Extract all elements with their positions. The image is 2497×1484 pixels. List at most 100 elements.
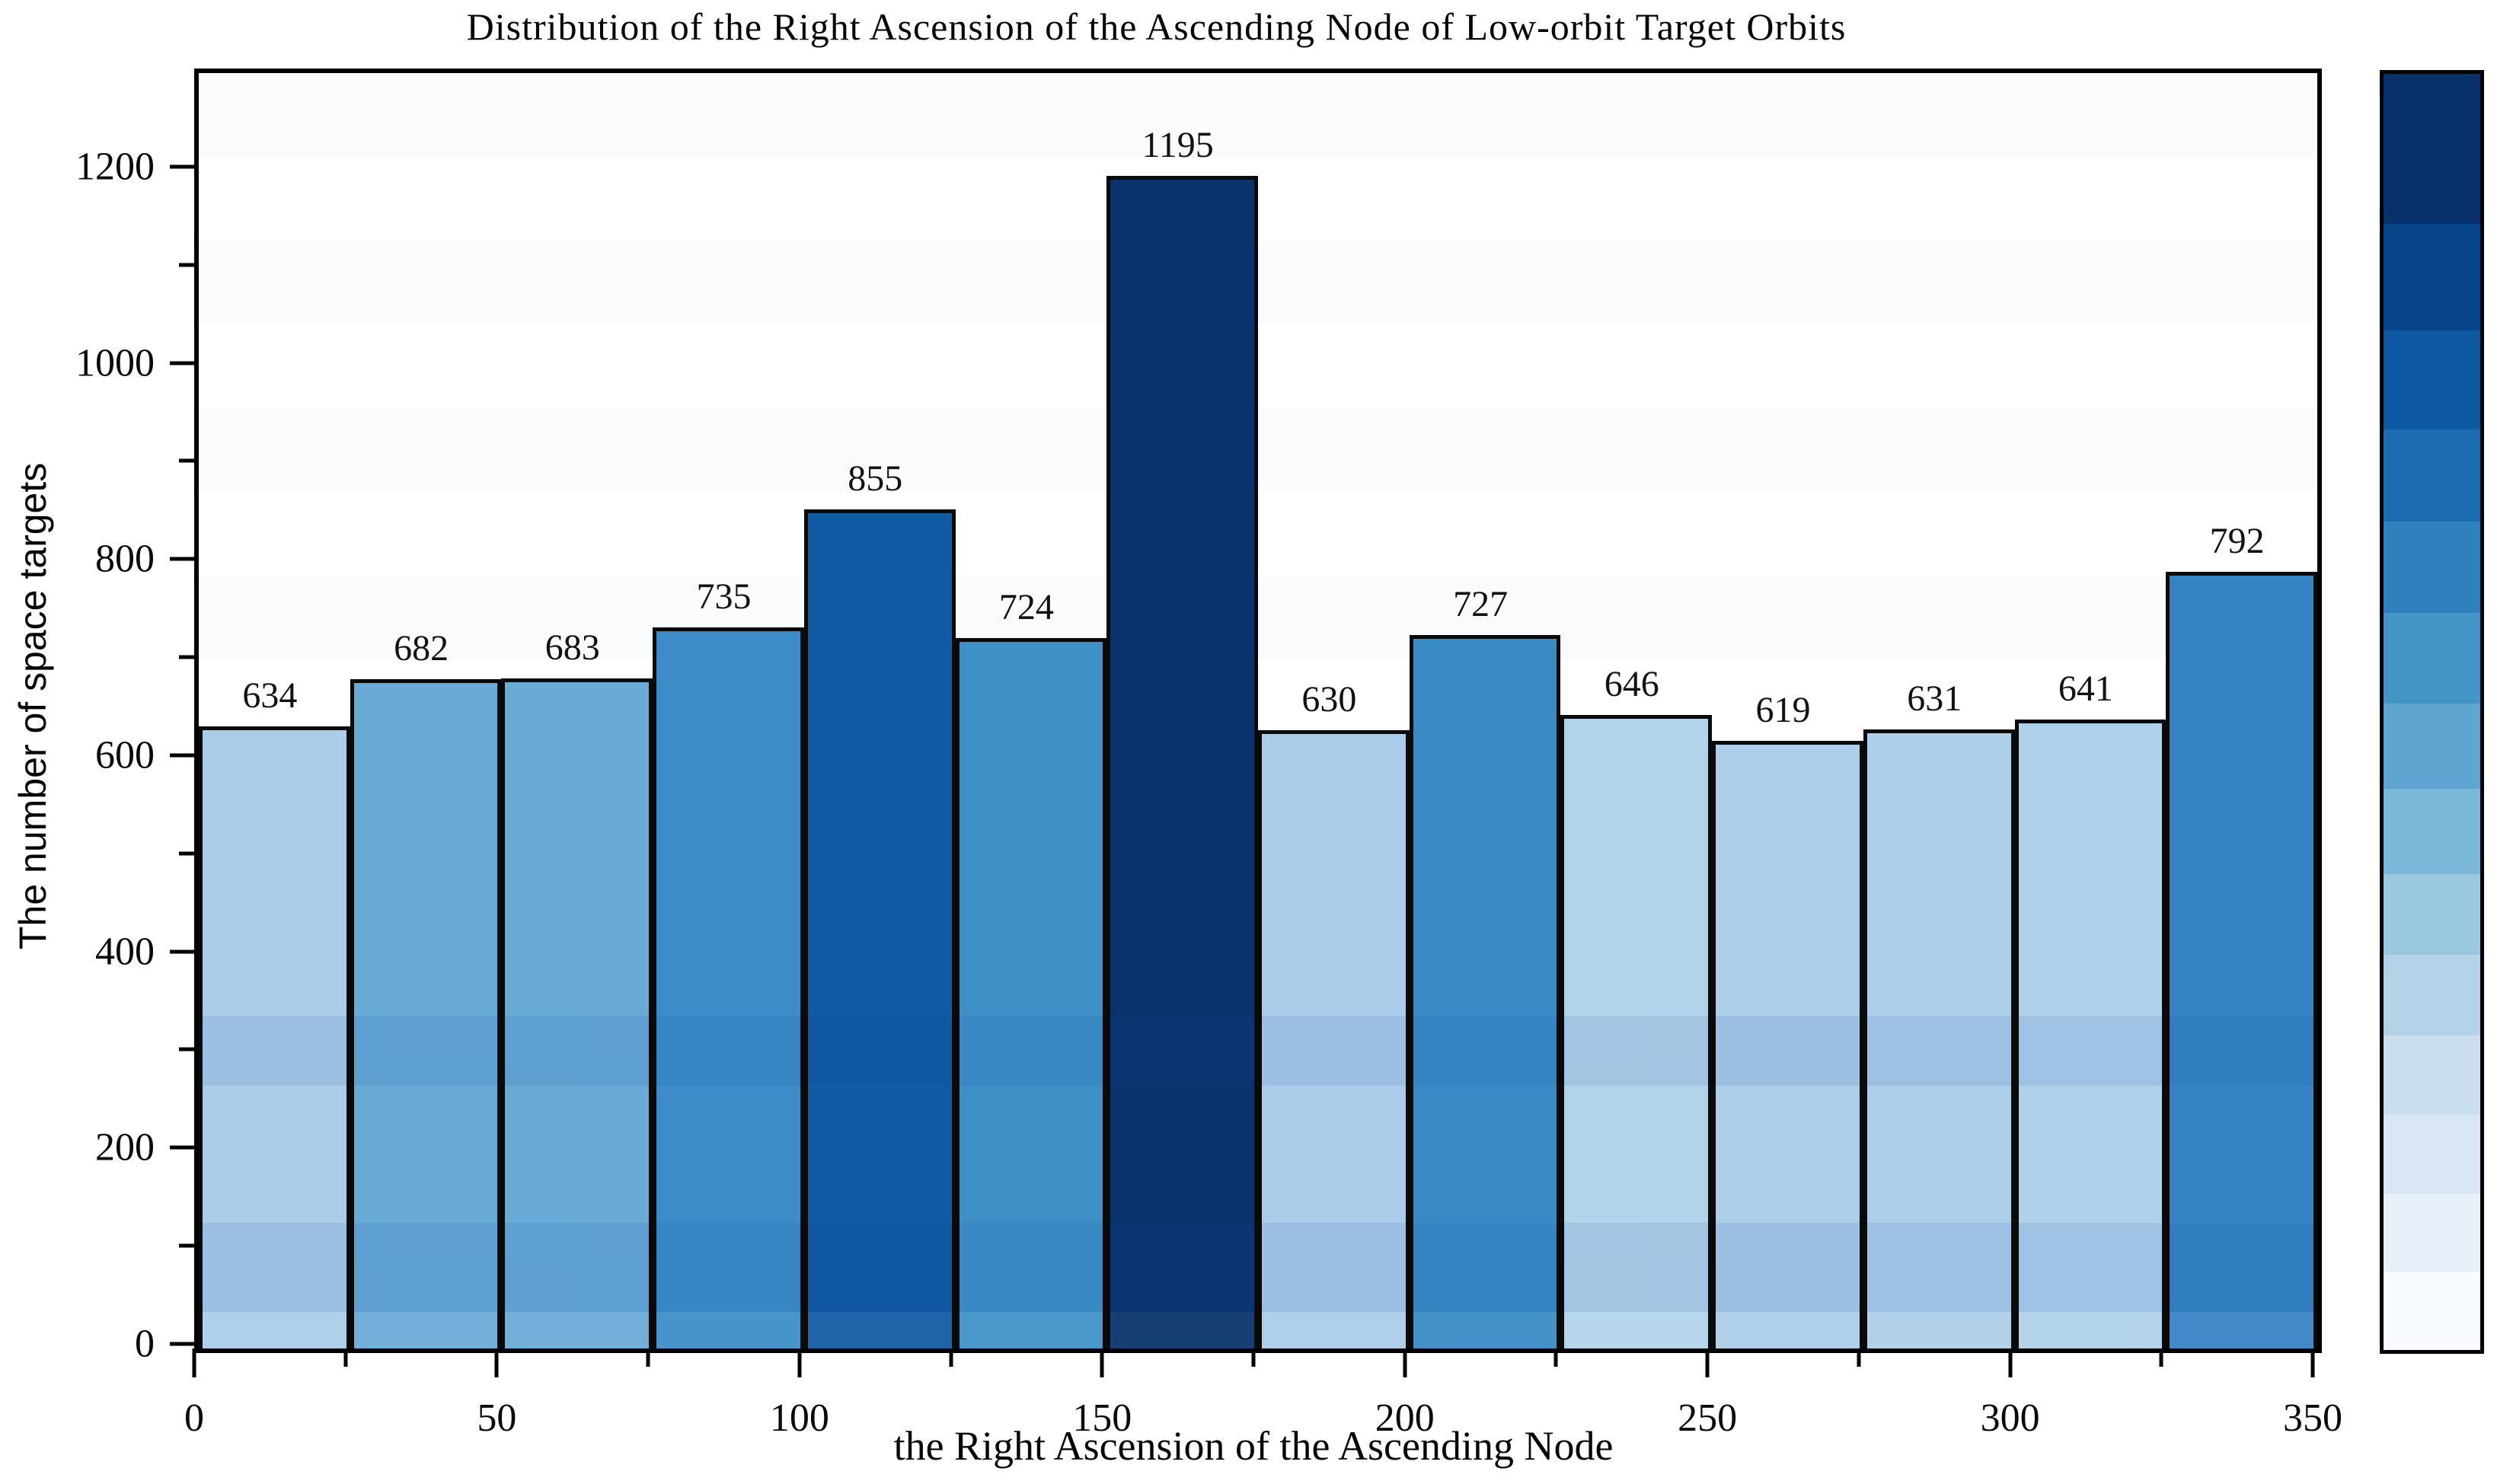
colorbar-band bbox=[2384, 874, 2480, 956]
colorbar-band bbox=[2384, 1035, 2480, 1115]
bar-gradient-shade bbox=[1866, 732, 2011, 1348]
colorbar-band bbox=[2384, 1193, 2480, 1273]
x-major-tick bbox=[797, 1348, 802, 1377]
colorbar-band bbox=[2384, 1114, 2480, 1194]
y-major-tick bbox=[170, 557, 194, 561]
bar-gradient-shade bbox=[656, 630, 800, 1348]
colorbar-band bbox=[2384, 612, 2480, 704]
plot-area bbox=[194, 69, 2322, 1353]
y-major-tick bbox=[170, 1342, 194, 1346]
colorbar-band bbox=[2384, 74, 2480, 224]
colorbar-band bbox=[2384, 330, 2480, 430]
x-tick-label: 150 bbox=[1072, 1396, 1132, 1440]
y-major-tick bbox=[170, 1145, 194, 1150]
bar-value-label: 724 bbox=[998, 587, 1054, 628]
y-major-tick bbox=[170, 753, 194, 758]
bar-value-label: 631 bbox=[1907, 678, 1962, 719]
x-major-tick bbox=[494, 1348, 499, 1377]
bar bbox=[350, 679, 502, 1348]
y-minor-tick bbox=[179, 458, 194, 463]
bar bbox=[955, 638, 1107, 1348]
bar-value-label: 641 bbox=[2058, 669, 2113, 710]
bar bbox=[2166, 571, 2317, 1348]
x-tick-label: 300 bbox=[1980, 1396, 2040, 1440]
y-tick-label: 200 bbox=[95, 1125, 155, 1170]
bar bbox=[1863, 729, 2015, 1348]
bar-value-label: 1195 bbox=[1142, 125, 1214, 166]
x-tick-label: 200 bbox=[1375, 1396, 1435, 1440]
x-major-tick bbox=[2310, 1348, 2315, 1377]
x-tick-label: 50 bbox=[477, 1396, 517, 1440]
y-tick-label: 0 bbox=[135, 1322, 155, 1366]
bar-value-label: 682 bbox=[394, 628, 449, 669]
bar bbox=[1560, 714, 1713, 1348]
colorbar-band bbox=[2384, 522, 2480, 613]
x-major-tick bbox=[1705, 1348, 1710, 1377]
y-tick-label: 400 bbox=[95, 930, 155, 974]
bar-gradient-shade bbox=[203, 730, 346, 1348]
y-minor-tick bbox=[179, 655, 194, 659]
x-major-tick bbox=[1403, 1348, 1407, 1377]
bar-gradient-shade bbox=[505, 681, 650, 1348]
bar-value-label: 634 bbox=[242, 675, 298, 716]
x-axis-label: the Right Ascension of the Ascending Nod… bbox=[893, 1423, 1614, 1469]
x-tick-label: 350 bbox=[2283, 1396, 2342, 1440]
colorbar-band bbox=[2384, 223, 2480, 331]
bar-value-label: 630 bbox=[1301, 679, 1357, 720]
bar bbox=[803, 509, 956, 1348]
y-major-tick bbox=[170, 949, 194, 954]
bar bbox=[1409, 635, 1561, 1348]
bar-gradient-shade bbox=[2170, 575, 2313, 1348]
bar-gradient-shade bbox=[353, 683, 498, 1348]
x-minor-tick bbox=[343, 1348, 348, 1367]
bar-gradient-shade bbox=[2018, 723, 2163, 1348]
x-minor-tick bbox=[1251, 1348, 1256, 1367]
y-tick-label: 600 bbox=[95, 733, 155, 777]
y-major-tick bbox=[170, 164, 194, 169]
bar-value-label: 619 bbox=[1755, 690, 1811, 731]
y-minor-tick bbox=[179, 1047, 194, 1052]
bar-gradient-shade bbox=[1110, 180, 1254, 1348]
bar-gradient-shade bbox=[1262, 734, 1406, 1348]
x-minor-tick bbox=[949, 1348, 953, 1367]
x-minor-tick bbox=[1857, 1348, 1861, 1367]
bar bbox=[199, 726, 350, 1348]
colorbar bbox=[2380, 70, 2484, 1354]
bar-value-label: 792 bbox=[2209, 520, 2265, 561]
colorbar-band bbox=[2384, 789, 2480, 875]
x-minor-tick bbox=[2159, 1348, 2163, 1367]
x-minor-tick bbox=[1553, 1348, 1558, 1367]
bar-gradient-shade bbox=[959, 642, 1103, 1348]
bar-gradient-shade bbox=[1564, 718, 1709, 1348]
x-tick-label: 0 bbox=[184, 1396, 204, 1440]
bar-gradient-shade bbox=[807, 513, 952, 1348]
x-major-tick bbox=[1100, 1348, 1104, 1377]
colorbar-band bbox=[2384, 703, 2480, 790]
colorbar-band bbox=[2384, 429, 2480, 522]
y-minor-tick bbox=[179, 851, 194, 856]
bar bbox=[2014, 720, 2167, 1348]
y-minor-tick bbox=[179, 263, 194, 267]
bar bbox=[1106, 176, 1258, 1348]
x-minor-tick bbox=[646, 1348, 650, 1367]
y-tick-label: 800 bbox=[95, 537, 155, 581]
y-minor-tick bbox=[179, 1243, 194, 1248]
x-tick-label: 250 bbox=[1678, 1396, 1738, 1440]
colorbar-band bbox=[2384, 955, 2480, 1036]
bar-gradient-shade bbox=[1413, 639, 1557, 1348]
bar-value-label: 855 bbox=[848, 458, 903, 499]
colorbar-band bbox=[2384, 1272, 2480, 1350]
bar bbox=[653, 627, 804, 1348]
x-tick-label: 100 bbox=[769, 1396, 829, 1440]
x-major-tick bbox=[192, 1348, 196, 1377]
bar-value-label: 646 bbox=[1604, 663, 1659, 704]
y-tick-label: 1200 bbox=[75, 145, 155, 189]
bar-value-label: 727 bbox=[1453, 584, 1509, 625]
y-tick-label: 1000 bbox=[75, 341, 155, 385]
x-major-tick bbox=[2008, 1348, 2013, 1377]
bar bbox=[1712, 741, 1863, 1348]
bar bbox=[1258, 730, 1410, 1348]
bar-value-label: 735 bbox=[696, 576, 752, 617]
bar bbox=[501, 678, 653, 1348]
